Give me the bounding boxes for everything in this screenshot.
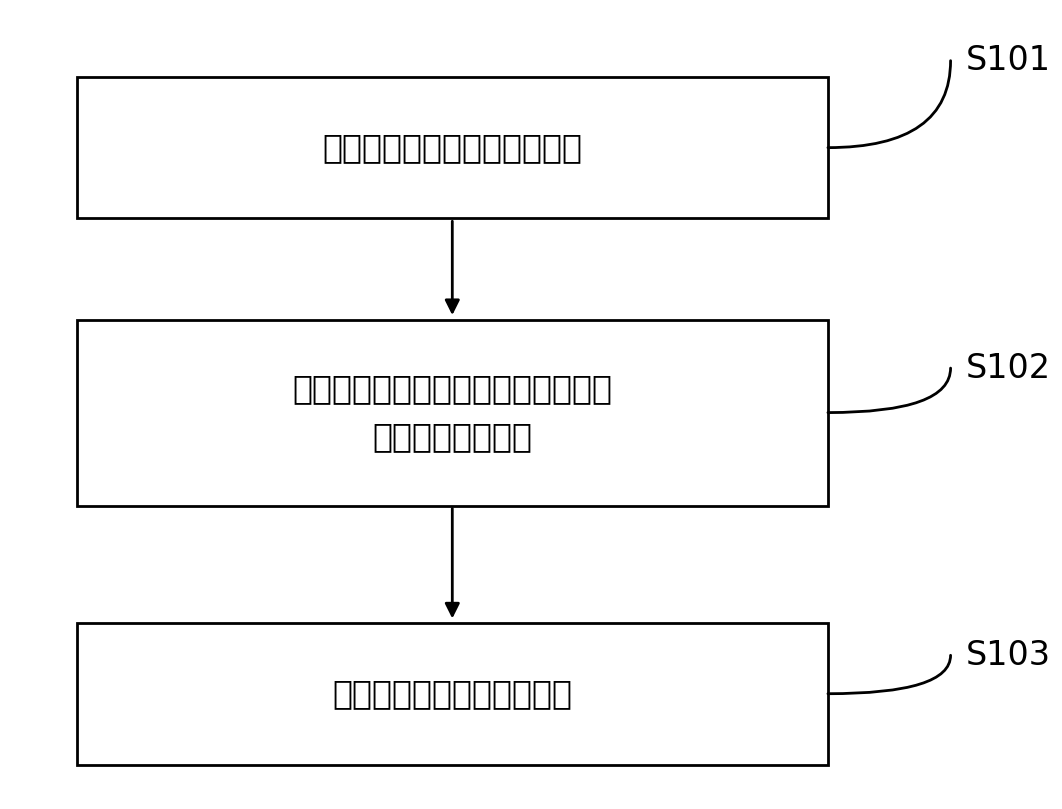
Text: S101: S101 [966,44,1051,77]
Text: 获取用户的体表温度变化数据: 获取用户的体表温度变化数据 [322,131,582,164]
FancyBboxPatch shape [76,320,828,506]
Text: 按照控制信息控制风扇运行: 按照控制信息控制风扇运行 [332,677,572,710]
Text: 从预存信息中确定与体表温度变化数
据对应的控制信息: 从预存信息中确定与体表温度变化数 据对应的控制信息 [292,372,613,453]
Text: S102: S102 [966,352,1051,384]
FancyBboxPatch shape [76,623,828,765]
FancyBboxPatch shape [76,77,828,218]
Text: S103: S103 [966,639,1051,671]
